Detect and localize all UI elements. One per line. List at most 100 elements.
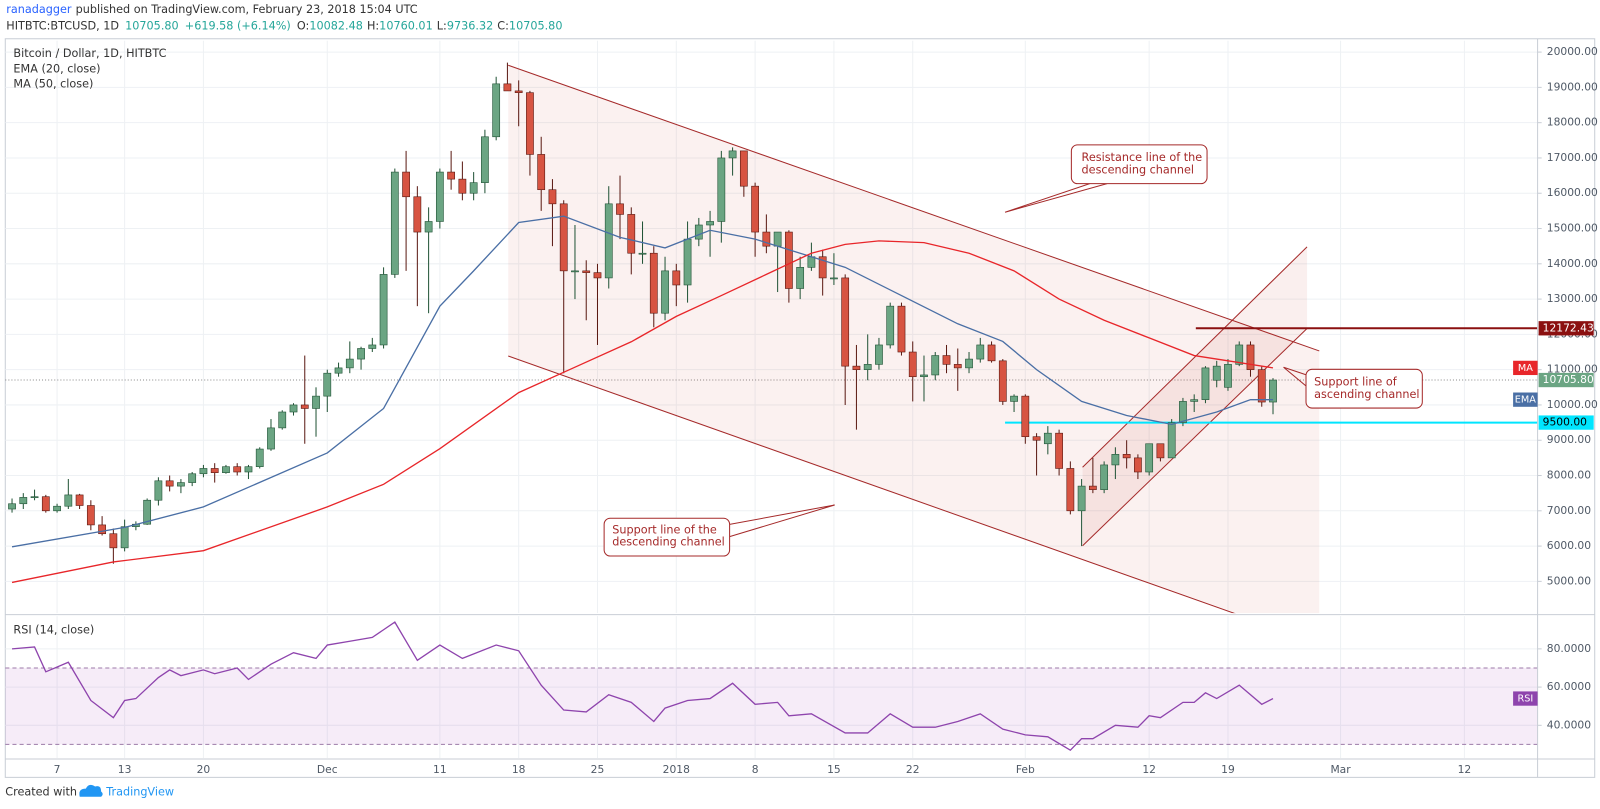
- symbol: HITBTC:BTCUSD, 1D: [6, 20, 119, 33]
- series-tag-label: EMA: [1515, 395, 1536, 406]
- candle-body: [1145, 443, 1154, 473]
- candle-body: [807, 256, 816, 268]
- callout-text: ascending channel: [1314, 388, 1419, 401]
- footer-brand[interactable]: TradingView: [105, 786, 174, 799]
- y-tick-label: 8000.00: [1547, 469, 1591, 482]
- x-tick-label: Feb: [1016, 763, 1035, 776]
- candle-body: [492, 83, 501, 138]
- callout-pointer: [1004, 183, 1108, 213]
- x-tick-label: 2018: [663, 763, 690, 776]
- candle-body: [953, 364, 962, 369]
- price-line-label: 12172.43: [1543, 321, 1594, 334]
- x-tick-label: 25: [591, 763, 605, 776]
- candle-body: [435, 171, 444, 222]
- candle-body: [289, 404, 298, 413]
- candle-body: [773, 231, 782, 247]
- candle-body: [53, 505, 61, 512]
- candle-body: [796, 267, 805, 289]
- candle-body: [458, 178, 467, 194]
- candle-body: [830, 277, 838, 280]
- price-line-label: 9500.00: [1543, 416, 1587, 429]
- author[interactable]: ranadagger: [6, 3, 72, 16]
- candle-body: [920, 374, 928, 378]
- symbol-line: HITBTC:BTCUSD, 1D 10705.80 +619.58 (+6.14%…: [6, 20, 562, 33]
- ohlc-value: 9736.32: [447, 20, 493, 33]
- candle-body: [706, 221, 714, 226]
- y-tick-label: 13000.00: [1547, 292, 1598, 305]
- candle-body: [1077, 485, 1086, 512]
- candle-body: [165, 480, 174, 487]
- callout-text: Support line of: [1314, 376, 1398, 389]
- candle-body: [1066, 468, 1075, 512]
- x-tick-label: Dec: [317, 763, 338, 776]
- candle-body: [469, 182, 478, 194]
- series-tag: [1513, 392, 1538, 407]
- candle-body: [334, 367, 343, 374]
- candle-body: [841, 277, 850, 367]
- x-tick-label: 12: [1458, 763, 1472, 776]
- candle-body: [41, 496, 50, 512]
- candle-body: [233, 466, 242, 473]
- price-line-tag: [1538, 415, 1594, 430]
- y-tick-label: 10000.00: [1547, 398, 1598, 411]
- rsi-band: [5, 667, 1538, 745]
- candle-body: [1212, 365, 1221, 381]
- candle-body: [694, 224, 703, 240]
- rsi-title: RSI (14, close): [13, 623, 94, 636]
- callout-text: Resistance line of the: [1082, 151, 1203, 164]
- y-tick-label: 7000.00: [1547, 504, 1591, 517]
- candle-body: [368, 344, 377, 349]
- y-tick-label: 60.0000: [1547, 680, 1591, 693]
- candle-body: [1190, 399, 1199, 402]
- legend-title: Bitcoin / Dollar, 1D, HITBTC: [13, 47, 166, 60]
- candle-body: [571, 270, 579, 273]
- candle-body: [1021, 395, 1030, 438]
- ohlc-value: 10082.48: [309, 20, 363, 33]
- price-line-tag: [1538, 321, 1594, 336]
- candle-body: [255, 448, 264, 468]
- ohlc-key: O:: [297, 20, 309, 33]
- candle-body: [1257, 369, 1266, 403]
- candle-body: [1032, 436, 1041, 441]
- candle-body: [1235, 344, 1244, 365]
- candle-body: [976, 344, 985, 360]
- candle-body: [548, 189, 557, 205]
- candle-body: [785, 231, 793, 289]
- candle-body: [526, 92, 534, 155]
- candle-body: [109, 533, 118, 549]
- y-tick-label: 6000.00: [1547, 539, 1591, 552]
- candle-body: [199, 468, 208, 475]
- candle-body: [424, 221, 433, 233]
- candle-body: [177, 482, 185, 487]
- candle-body: [875, 344, 883, 365]
- x-tick-label: 22: [906, 763, 920, 776]
- candle-body: [728, 150, 737, 159]
- candle-body: [64, 494, 73, 507]
- candle-body: [390, 171, 399, 275]
- candle-body: [739, 150, 748, 187]
- x-tick-label: 7: [54, 763, 61, 776]
- candle-body: [1010, 395, 1018, 402]
- legend-entry: EMA (20, close): [13, 62, 100, 75]
- candle-body: [75, 494, 84, 506]
- x-tick-label: 20: [197, 763, 211, 776]
- callout-box: [603, 517, 731, 557]
- candle-body: [616, 203, 624, 215]
- candle-body: [627, 214, 636, 254]
- candle-body: [908, 351, 917, 378]
- candle-body: [987, 344, 996, 362]
- candle-body: [86, 505, 95, 526]
- resistance-line: [508, 64, 1320, 352]
- y-tick-label: 18000.00: [1547, 116, 1598, 129]
- x-tick-label: 8: [752, 763, 759, 776]
- candle-body: [604, 203, 613, 279]
- candle-body: [649, 252, 658, 314]
- candle-body: [210, 468, 219, 473]
- series-tag-label: RSI: [1517, 694, 1533, 705]
- candle-body: [942, 355, 951, 365]
- candle-body: [312, 395, 320, 409]
- candle-body: [1179, 401, 1187, 423]
- last: 10705.80: [125, 20, 179, 33]
- callouts: Resistance line of the descending channe…: [603, 144, 1423, 557]
- y-tick-label: 11000.00: [1547, 363, 1598, 376]
